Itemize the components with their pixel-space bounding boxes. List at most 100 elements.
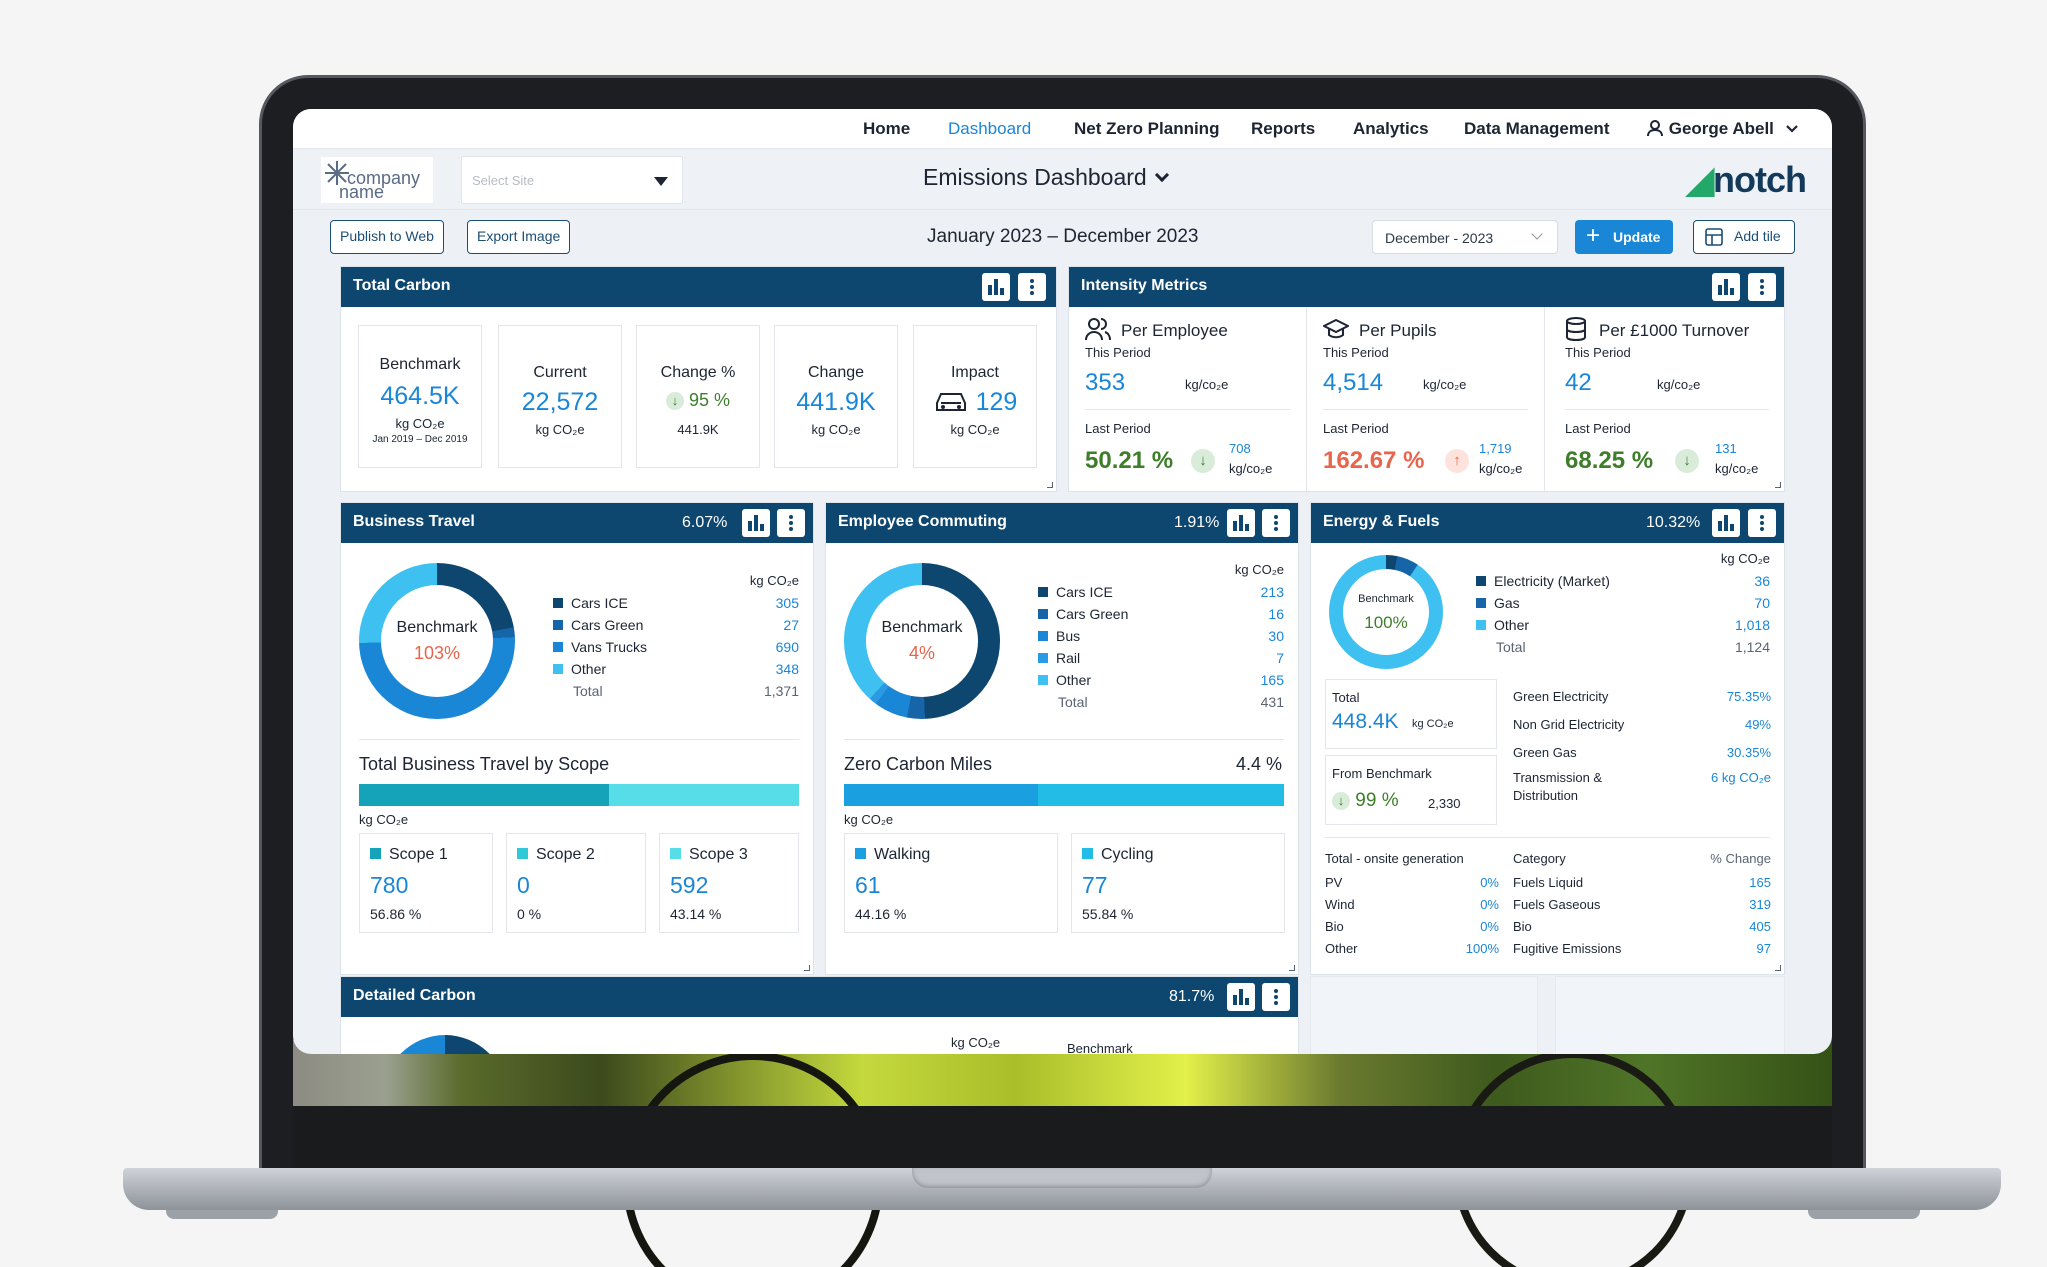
card-percent: 6.07% (682, 514, 728, 531)
more-menu-icon[interactable] (777, 509, 805, 537)
scope-title: Total Business Travel by Scope (359, 754, 610, 774)
laptop-bezel-bottom (293, 1106, 1832, 1168)
user-name: George Abell (1668, 119, 1774, 138)
date-range-label: January 2023 – December 2023 (927, 226, 1199, 247)
add-tile-icon (1705, 228, 1723, 246)
database-icon (1566, 317, 1586, 341)
laptop-foot (166, 1210, 278, 1219)
chart-icon[interactable] (1712, 273, 1740, 301)
chevron-down-icon (1531, 228, 1543, 240)
intensity-metrics-card: Intensity Metrics Per Employee This Peri… (1068, 266, 1785, 493)
card-header: Business Travel 6.07% (341, 503, 813, 543)
kpi-change: Change 441.9K kg CO₂e (774, 325, 898, 468)
intensity-per-employee: Per Employee This Period 353 kg/co₂e Las… (1069, 307, 1307, 493)
employee-commuting-donut: Benchmark 4% (844, 563, 1000, 719)
dashboard-header: company name Select Site Emissions Dashb… (293, 150, 1832, 210)
business-travel-legend: kg CO₂e Cars ICE 305 Cars Green 27 Vans … (553, 573, 799, 713)
intensity-per-turnover: Per £1000 Turnover This Period 42 kg/co₂… (1545, 307, 1785, 493)
detailed-carbon-card: Detailed Carbon 81.7% kg CO₂e Benchmark (340, 976, 1299, 1054)
chevron-down-icon (1154, 167, 1169, 183)
nav-dashboard[interactable]: Dashboard (948, 119, 1032, 138)
from-benchmark-box: From Benchmark ↓ 99 % 2,330 (1325, 755, 1497, 825)
more-menu-icon[interactable] (1018, 273, 1046, 301)
card-title: Employee Commuting (838, 513, 1007, 530)
chart-icon[interactable] (982, 273, 1010, 301)
chart-icon[interactable] (1712, 509, 1740, 537)
logo-text-line2: name (339, 182, 385, 202)
graduation-cap-icon (1323, 319, 1349, 339)
user-menu[interactable]: George Abell (1646, 117, 1799, 141)
more-menu-icon[interactable] (1262, 983, 1290, 1011)
card-percent: 81.7% (1169, 988, 1215, 1005)
period-select[interactable]: December - 2023 (1372, 220, 1558, 254)
zero-carbon-miles-percent: 4.4 % (1235, 754, 1282, 774)
nav-data-management[interactable]: Data Management (1464, 119, 1610, 138)
chart-icon[interactable] (742, 509, 770, 537)
add-tile-label: Add tile (1734, 228, 1781, 244)
energy-legend: kg CO₂e Electricity (Market) 36 Gas 70 O… (1476, 551, 1770, 661)
zero-carbon-miles-title: Zero Carbon Miles (844, 754, 993, 774)
category-change-list: Category % Change Fuels Liquid 165 Fuels… (1513, 851, 1771, 956)
car-icon (935, 393, 966, 411)
nav-net-zero-planning[interactable]: Net Zero Planning (1074, 119, 1220, 138)
more-menu-icon[interactable] (1262, 509, 1290, 537)
nav-analytics[interactable]: Analytics (1353, 119, 1429, 138)
publish-to-web-button[interactable]: Publish to Web (330, 220, 444, 254)
chevron-down-icon (1785, 125, 1798, 133)
business-travel-donut: Benchmark 103% (359, 563, 515, 719)
card-title: Intensity Metrics (1081, 277, 1208, 294)
nav-home[interactable]: Home (863, 119, 911, 138)
energy-donut: Benchmark 100% (1329, 555, 1443, 669)
update-button[interactable]: Update (1575, 219, 1673, 254)
nav-reports[interactable]: Reports (1251, 119, 1316, 138)
card-header: Employee Commuting 1.91% (826, 503, 1298, 543)
chart-icon[interactable] (1227, 983, 1255, 1011)
resize-handle[interactable] (1047, 482, 1053, 488)
card-title: Total Carbon (353, 277, 451, 294)
scope-3-box: Scope 3 592 43.14 % (659, 833, 799, 933)
card-header: Intensity Metrics (1069, 267, 1784, 307)
empty-tile-placeholder (1310, 976, 1538, 1054)
export-image-button[interactable]: Export Image (467, 220, 571, 254)
energy-total-box: Total 448.4K kg CO₂e (1325, 679, 1497, 749)
chart-icon[interactable] (1227, 509, 1255, 537)
laptop-foot (1808, 1210, 1920, 1219)
more-menu-icon[interactable] (1748, 273, 1776, 301)
detailed-carbon-donut (383, 1035, 507, 1054)
card-percent: 10.32% (1646, 514, 1701, 531)
walking-box: Walking 61 44.16 % (844, 833, 1058, 933)
business-travel-card: Business Travel 6.07% Benchmark 103% kg … (340, 502, 814, 975)
arrow-up-icon: ↑ (1445, 449, 1469, 473)
employee-commuting-card: Employee Commuting 1.91% Benchmark 4% kg… (825, 502, 1299, 975)
card-title: Detailed Carbon (353, 987, 476, 1004)
employee-commuting-legend: kg CO₂e Cars ICE 213 Cars Green 16 Bus 3… (1038, 562, 1284, 712)
caret-down-icon (654, 177, 668, 186)
cycling-box: Cycling 77 55.84 % (1071, 833, 1285, 933)
card-percent: 1.91% (1174, 514, 1220, 531)
scope-1-box: Scope 1 780 56.86 % (359, 833, 493, 933)
notch-brand-logo: ◢notch (1686, 159, 1807, 200)
empty-tile-placeholder (1555, 976, 1785, 1054)
more-menu-icon[interactable] (1748, 509, 1776, 537)
top-navigation: Home Dashboard Net Zero Planning Reports… (293, 109, 1832, 149)
user-icon (1647, 120, 1663, 137)
kpi-impact: Impact 129 kg CO₂e (913, 325, 1037, 468)
arrow-down-icon: ↓ (665, 392, 684, 411)
resize-handle[interactable] (1775, 482, 1781, 488)
site-select[interactable]: Select Site (461, 156, 683, 204)
arrow-down-icon: ↓ (1675, 449, 1699, 473)
kpi-benchmark: Benchmark 464.5K kg CO₂e Jan 2019 – Dec … (358, 325, 482, 468)
logo-text-line1: company (347, 168, 421, 188)
page-title: Emissions Dashboard (923, 164, 1147, 190)
renewables-list: Green Electricity 75.35% Non Grid Electr… (1513, 689, 1771, 803)
people-icon (1085, 318, 1111, 341)
resize-handle[interactable] (1289, 965, 1295, 971)
zero-carbon-bar (844, 784, 1284, 806)
resize-handle[interactable] (1775, 965, 1781, 971)
add-tile-button[interactable]: Add tile (1693, 220, 1795, 254)
resize-handle[interactable] (804, 965, 810, 971)
laptop-opening-notch (912, 1168, 1212, 1188)
period-select-value: December - 2023 (1385, 230, 1494, 246)
scope-2-box: Scope 2 0 0 % (506, 833, 646, 933)
dashboard-title-menu[interactable]: Emissions Dashboard (923, 164, 1169, 191)
